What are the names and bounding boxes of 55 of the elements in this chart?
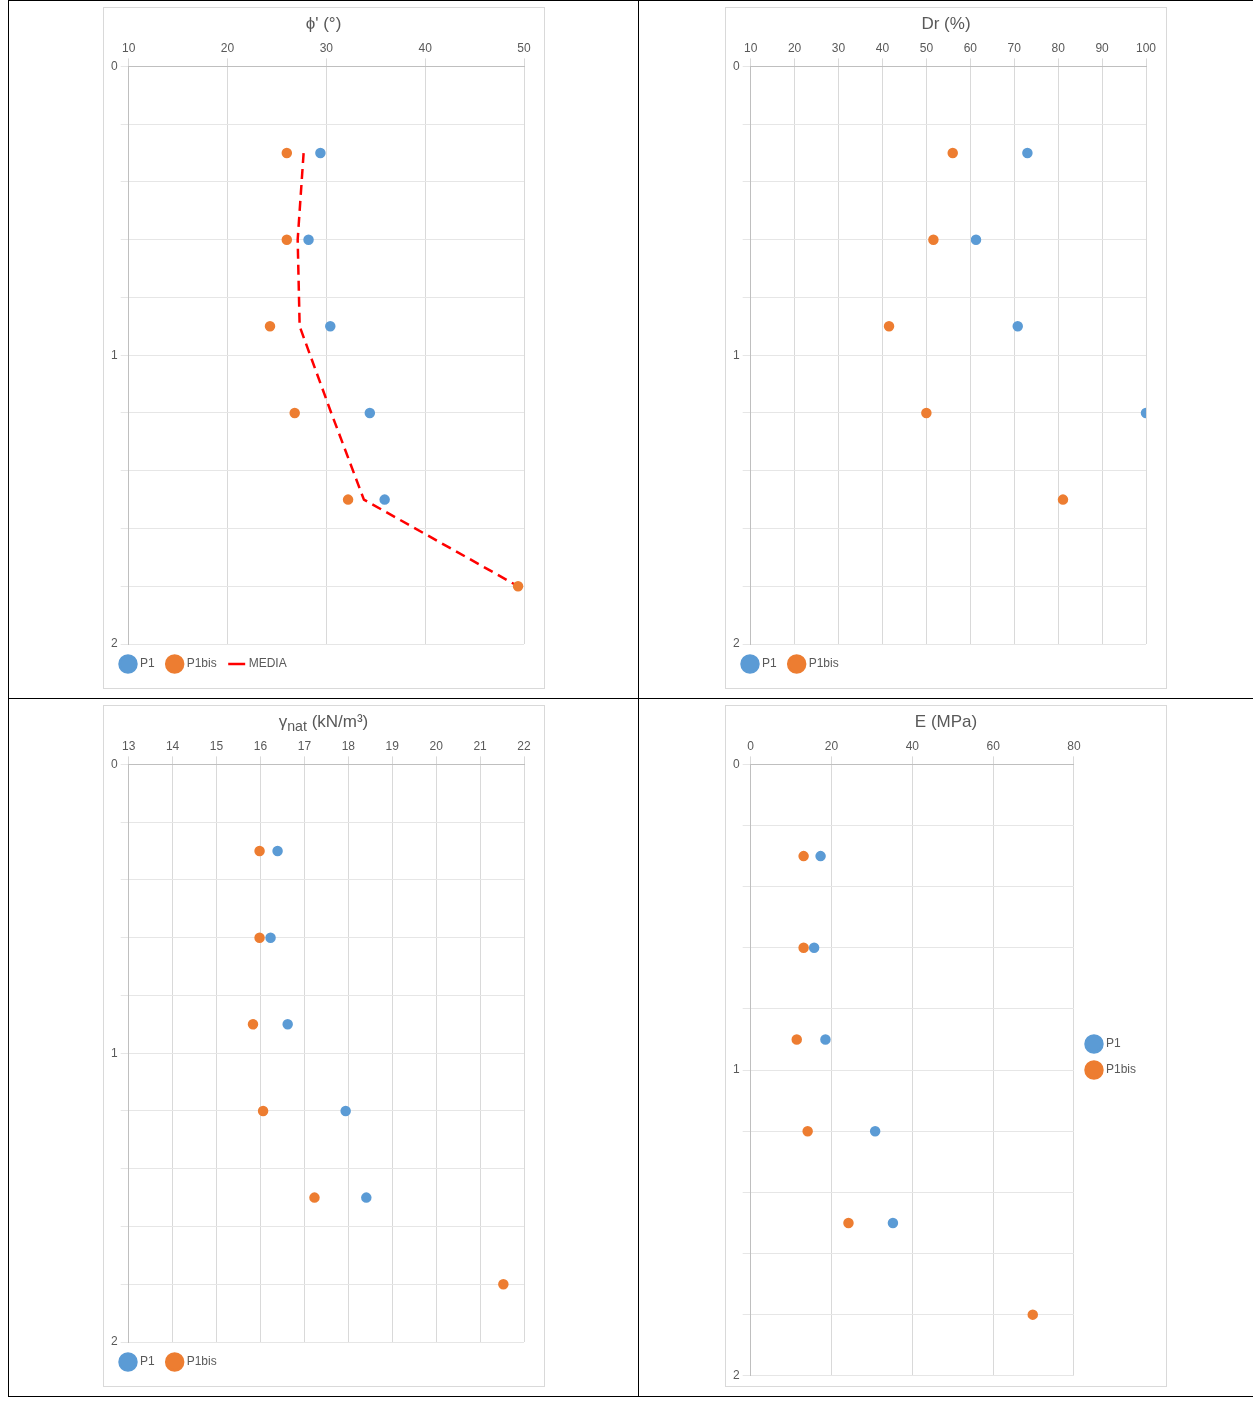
x-tick-label: 80	[1067, 738, 1081, 753]
x-tick-label: 40	[905, 738, 920, 753]
x-tick-label: 70	[1007, 40, 1022, 55]
y-tick-label: 2	[732, 1368, 740, 1383]
x-tick-label: 20	[220, 40, 234, 55]
chart-title: E (MPa)	[913, 712, 979, 733]
x-tick-label: 21	[472, 738, 487, 753]
legend-label: P1	[762, 656, 777, 671]
x-tick-label: 60	[986, 738, 1001, 753]
chart-title: ϕ' (°)	[304, 14, 343, 35]
legend-label: P1	[1105, 1036, 1121, 1051]
legend-label: MEDIA	[248, 656, 287, 671]
x-tick-label: 17	[297, 738, 311, 753]
y-tick-label: 0	[732, 58, 740, 73]
chart-title: γ$_{nat}$ (kN/m³)	[277, 712, 370, 736]
legend-label: P1bis	[186, 1354, 217, 1369]
chart-title: Dr (%)	[920, 14, 972, 35]
x-tick-label: 100	[1135, 40, 1157, 55]
x-tick-label: 50	[919, 40, 934, 55]
legend-label: P1	[139, 1354, 155, 1369]
x-tick-label: 10	[743, 40, 758, 55]
legend-label: P1bis	[808, 656, 839, 671]
y-tick-label: 1	[732, 1062, 740, 1077]
x-tick-label: 22	[516, 738, 531, 753]
x-tick-label: 13	[121, 738, 136, 753]
y-tick-label: 1	[110, 347, 118, 362]
x-tick-label: 20	[787, 40, 802, 55]
x-tick-label: 60	[963, 40, 978, 55]
x-tick-label: 30	[831, 40, 846, 55]
y-tick-label: 2	[732, 636, 740, 651]
x-tick-label: 15	[209, 738, 224, 753]
x-tick-label: 40	[875, 40, 890, 55]
x-tick-label: 20	[428, 738, 443, 753]
y-tick-label: 1	[110, 1045, 118, 1060]
legend-label: P1	[139, 656, 155, 671]
y-tick-label: 2	[110, 636, 118, 651]
x-tick-label: 18	[341, 738, 355, 753]
x-tick-label: 14	[165, 738, 180, 753]
y-tick-label: 0	[732, 756, 740, 771]
x-tick-label: 20	[824, 738, 839, 753]
y-tick-label: 0	[110, 58, 118, 73]
legend-label: P1bis	[1105, 1062, 1137, 1077]
y-tick-label: 2	[110, 1334, 118, 1349]
y-tick-label: 1	[732, 347, 740, 362]
x-tick-label: 10	[121, 40, 136, 55]
legend-label: P1bis	[186, 656, 217, 671]
x-tick-label: 19	[385, 738, 399, 753]
x-tick-label: 16	[253, 738, 267, 753]
y-tick-label: 0	[110, 756, 118, 771]
x-tick-label: 80	[1051, 40, 1066, 55]
x-tick-label: 0	[747, 738, 755, 753]
x-tick-label: 40	[417, 40, 432, 55]
x-tick-label: 50	[516, 40, 531, 55]
x-tick-label: 90	[1095, 40, 1110, 55]
x-tick-label: 30	[319, 40, 333, 55]
